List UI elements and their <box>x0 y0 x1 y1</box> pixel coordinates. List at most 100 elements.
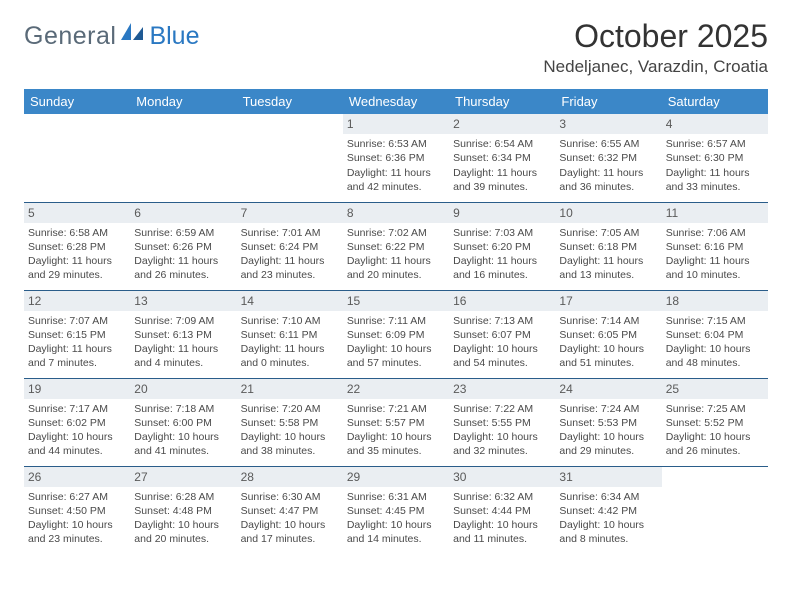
sunset-line: Sunset: 6:15 PM <box>28 328 126 342</box>
day-number: 4 <box>662 114 768 134</box>
sunrise-line: Sunrise: 7:17 AM <box>28 402 126 416</box>
calendar-header-row: SundayMondayTuesdayWednesdayThursdayFrid… <box>24 89 768 114</box>
daylight-line-2: and 57 minutes. <box>347 356 445 370</box>
logo-text-blue: Blue <box>149 22 199 51</box>
calendar-cell: 8Sunrise: 7:02 AMSunset: 6:22 PMDaylight… <box>343 202 449 290</box>
calendar-cell <box>662 466 768 554</box>
daylight-line-2: and 23 minutes. <box>241 268 339 282</box>
daylight-line-2: and 0 minutes. <box>241 356 339 370</box>
day-number: 10 <box>555 203 661 223</box>
calendar-table: SundayMondayTuesdayWednesdayThursdayFrid… <box>24 89 768 554</box>
sunset-line: Sunset: 6:20 PM <box>453 240 551 254</box>
day-number: 3 <box>555 114 661 134</box>
calendar-cell <box>24 114 130 202</box>
daylight-line-2: and 11 minutes. <box>453 532 551 546</box>
day-number: 16 <box>449 291 555 311</box>
calendar-cell <box>130 114 236 202</box>
day-number: 27 <box>130 467 236 487</box>
sunrise-line: Sunrise: 7:15 AM <box>666 314 764 328</box>
daylight-line-2: and 48 minutes. <box>666 356 764 370</box>
day-header: Sunday <box>24 89 130 114</box>
daylight-line-2: and 33 minutes. <box>666 180 764 194</box>
sunrise-line: Sunrise: 7:07 AM <box>28 314 126 328</box>
sunset-line: Sunset: 6:22 PM <box>347 240 445 254</box>
day-number: 21 <box>237 379 343 399</box>
sunset-line: Sunset: 4:45 PM <box>347 504 445 518</box>
daylight-line-2: and 29 minutes. <box>28 268 126 282</box>
day-header: Saturday <box>662 89 768 114</box>
sunset-line: Sunset: 6:28 PM <box>28 240 126 254</box>
day-header: Monday <box>130 89 236 114</box>
daylight-line-1: Daylight: 10 hours <box>666 342 764 356</box>
daylight-line-1: Daylight: 10 hours <box>28 430 126 444</box>
sunrise-line: Sunrise: 6:54 AM <box>453 137 551 151</box>
sunrise-line: Sunrise: 7:24 AM <box>559 402 657 416</box>
day-number: 11 <box>662 203 768 223</box>
day-number: 15 <box>343 291 449 311</box>
daylight-line-2: and 36 minutes. <box>559 180 657 194</box>
day-number: 29 <box>343 467 449 487</box>
day-number: 20 <box>130 379 236 399</box>
daylight-line-1: Daylight: 11 hours <box>559 166 657 180</box>
sunrise-line: Sunrise: 7:10 AM <box>241 314 339 328</box>
daylight-line-2: and 38 minutes. <box>241 444 339 458</box>
daylight-line-1: Daylight: 10 hours <box>559 518 657 532</box>
calendar-cell: 17Sunrise: 7:14 AMSunset: 6:05 PMDayligh… <box>555 290 661 378</box>
title-block: October 2025 Nedeljanec, Varazdin, Croat… <box>543 18 768 81</box>
calendar-cell: 10Sunrise: 7:05 AMSunset: 6:18 PMDayligh… <box>555 202 661 290</box>
daylight-line-1: Daylight: 11 hours <box>241 342 339 356</box>
day-number: 23 <box>449 379 555 399</box>
daylight-line-1: Daylight: 11 hours <box>134 254 232 268</box>
sunrise-line: Sunrise: 6:58 AM <box>28 226 126 240</box>
calendar-cell: 11Sunrise: 7:06 AMSunset: 6:16 PMDayligh… <box>662 202 768 290</box>
daylight-line-1: Daylight: 10 hours <box>347 430 445 444</box>
sunset-line: Sunset: 6:02 PM <box>28 416 126 430</box>
calendar-cell: 14 Sunrise: 7:10 AMSunset: 6:11 PMDayligh… <box>237 290 343 378</box>
daylight-line-2: and 7 minutes. <box>28 356 126 370</box>
sunrise-line: Sunrise: 7:05 AM <box>559 226 657 240</box>
calendar-cell: 13Sunrise: 7:09 AMSunset: 6:13 PMDayligh… <box>130 290 236 378</box>
sunset-line: Sunset: 6:00 PM <box>134 416 232 430</box>
sunset-line: Sunset: 6:36 PM <box>347 151 445 165</box>
sunset-line: Sunset: 5:58 PM <box>241 416 339 430</box>
calendar-cell <box>237 114 343 202</box>
daylight-line-2: and 39 minutes. <box>453 180 551 194</box>
daylight-line-2: and 14 minutes. <box>347 532 445 546</box>
daylight-line-2: and 8 minutes. <box>559 532 657 546</box>
day-number: 24 <box>555 379 661 399</box>
sunset-line: Sunset: 5:53 PM <box>559 416 657 430</box>
daylight-line-1: Daylight: 10 hours <box>241 430 339 444</box>
daylight-line-2: and 54 minutes. <box>453 356 551 370</box>
daylight-line-2: and 41 minutes. <box>134 444 232 458</box>
daylight-line-2: and 42 minutes. <box>347 180 445 194</box>
sunset-line: Sunset: 6:11 PM <box>241 328 339 342</box>
day-header: Wednesday <box>343 89 449 114</box>
sunset-line: Sunset: 6:09 PM <box>347 328 445 342</box>
calendar-cell: 4Sunrise: 6:57 AMSunset: 6:30 PMDaylight… <box>662 114 768 202</box>
sunset-line: Sunset: 4:42 PM <box>559 504 657 518</box>
day-number: 5 <box>24 203 130 223</box>
daylight-line-1: Daylight: 11 hours <box>453 166 551 180</box>
sunset-line: Sunset: 6:13 PM <box>134 328 232 342</box>
calendar-cell: 31Sunrise: 6:34 AMSunset: 4:42 PMDayligh… <box>555 466 661 554</box>
calendar-week-row: 19Sunrise: 7:17 AMSunset: 6:02 PMDayligh… <box>24 378 768 466</box>
day-number: 19 <box>24 379 130 399</box>
sunset-line: Sunset: 4:44 PM <box>453 504 551 518</box>
sunset-line: Sunset: 6:34 PM <box>453 151 551 165</box>
sunrise-line: Sunrise: 6:55 AM <box>559 137 657 151</box>
daylight-line-2: and 20 minutes. <box>134 532 232 546</box>
day-number: 12 <box>24 291 130 311</box>
daylight-line-2: and 29 minutes. <box>559 444 657 458</box>
sunrise-line: Sunrise: 6:57 AM <box>666 137 764 151</box>
sunrise-line: Sunrise: 7:14 AM <box>559 314 657 328</box>
sunset-line: Sunset: 4:47 PM <box>241 504 339 518</box>
daylight-line-2: and 35 minutes. <box>347 444 445 458</box>
sunset-line: Sunset: 6:07 PM <box>453 328 551 342</box>
calendar-cell: 6Sunrise: 6:59 AMSunset: 6:26 PMDaylight… <box>130 202 236 290</box>
day-number: 31 <box>555 467 661 487</box>
day-number: 14 <box>237 291 343 311</box>
sunrise-line: Sunrise: 6:27 AM <box>28 490 126 504</box>
daylight-line-1: Daylight: 10 hours <box>241 518 339 532</box>
day-number: 7 <box>237 203 343 223</box>
sunset-line: Sunset: 5:57 PM <box>347 416 445 430</box>
